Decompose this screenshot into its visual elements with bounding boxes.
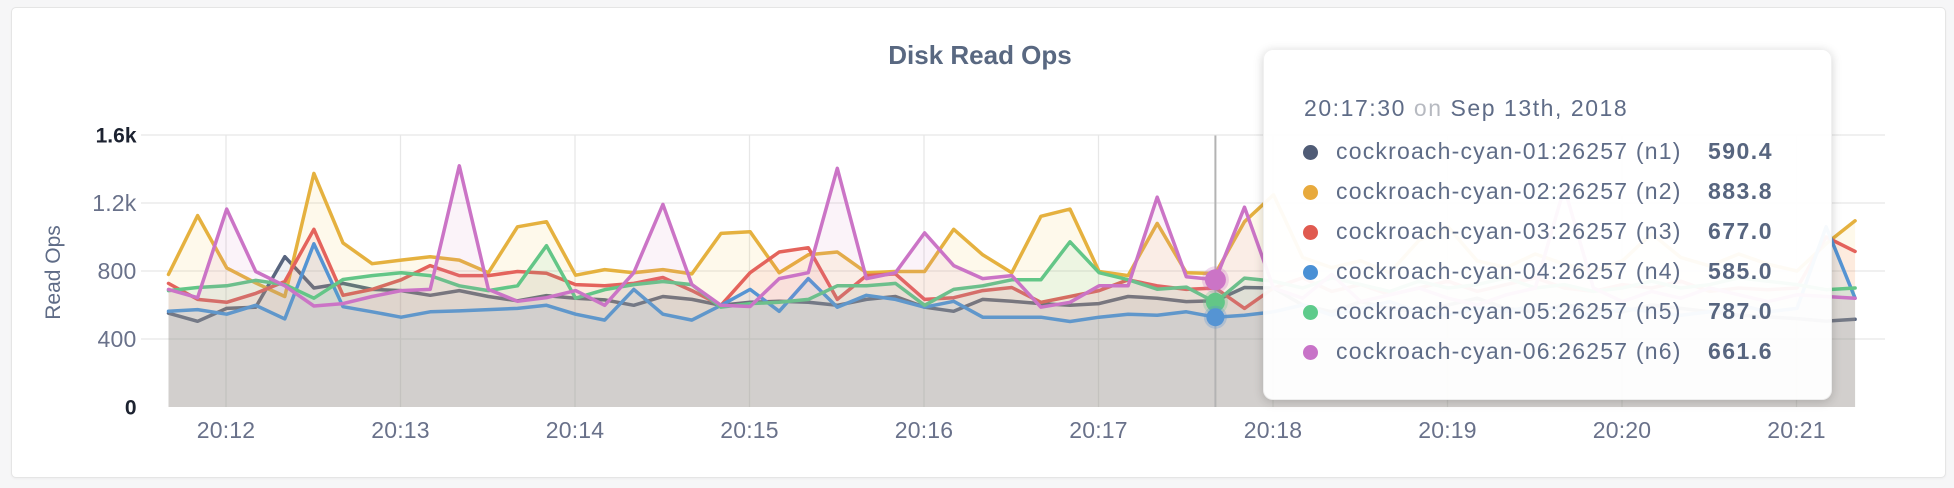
svg-text:20:16: 20:16 bbox=[895, 417, 954, 443]
svg-text:20:12: 20:12 bbox=[197, 417, 256, 443]
svg-text:20:18: 20:18 bbox=[1244, 417, 1303, 443]
svg-text:20:14: 20:14 bbox=[546, 417, 605, 443]
svg-text:20:19: 20:19 bbox=[1418, 417, 1477, 443]
svg-text:Read Ops: Read Ops bbox=[42, 225, 65, 320]
svg-text:800: 800 bbox=[98, 258, 137, 284]
svg-text:20:13: 20:13 bbox=[371, 417, 430, 443]
svg-text:400: 400 bbox=[98, 326, 137, 352]
svg-text:0: 0 bbox=[125, 397, 137, 420]
svg-text:20:17: 20:17 bbox=[1069, 417, 1128, 443]
svg-text:20:15: 20:15 bbox=[720, 417, 779, 443]
svg-text:1.6k: 1.6k bbox=[96, 125, 137, 148]
svg-text:20:20: 20:20 bbox=[1593, 417, 1652, 443]
svg-text:20:21: 20:21 bbox=[1767, 417, 1826, 443]
svg-text:1.2k: 1.2k bbox=[92, 190, 137, 216]
